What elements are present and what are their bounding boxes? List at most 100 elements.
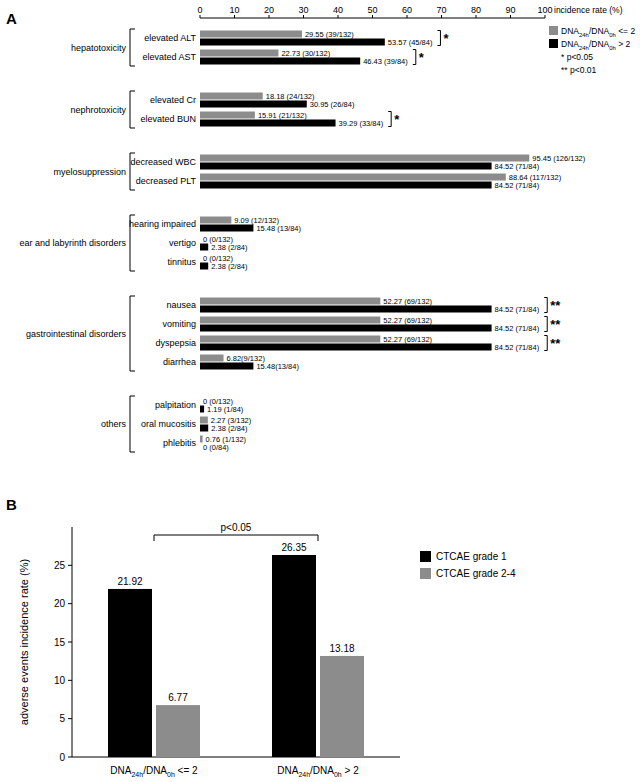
y-tick-label: 25 — [54, 560, 66, 571]
data-label: 15.48 (13/84) — [256, 224, 301, 233]
panel-label: A — [6, 10, 17, 27]
bar — [156, 705, 200, 757]
group-label: ear and labyrinth disorders — [19, 238, 126, 248]
category-label: oral mucositis — [141, 419, 197, 429]
legend-label: DNA24h/DNA0h <= 2 — [561, 26, 635, 38]
x-tick-label: 10 — [229, 5, 239, 15]
x-tick-label: 60 — [402, 5, 412, 15]
annotation: p<0.05 — [221, 522, 252, 533]
bar — [200, 436, 203, 443]
bar — [200, 182, 492, 189]
bar — [200, 406, 204, 413]
data-label: 0 (0/84) — [203, 443, 229, 452]
x-tick-label: 30 — [298, 5, 308, 15]
data-label: 84.52 (71/84) — [495, 343, 540, 352]
sig-marker: ** — [550, 317, 561, 332]
bar — [200, 298, 380, 305]
sig-bracket — [388, 112, 391, 127]
x-tick-label: 100 — [537, 5, 552, 15]
category-label: DNA24h/DNA0h > 2 — [277, 765, 359, 778]
y-tick — [68, 642, 72, 643]
bar — [200, 101, 307, 108]
text-part: 0h — [167, 771, 175, 778]
sig-bracket — [544, 336, 547, 351]
data-label: 46.43 (39/84) — [363, 57, 408, 66]
category-label: elevated Cr — [150, 95, 196, 105]
sig-bracket — [544, 298, 547, 313]
data-label: 84.52 (71/84) — [495, 181, 540, 190]
data-label: 15.48(13/84) — [256, 362, 299, 371]
bar — [200, 355, 224, 362]
bar — [200, 363, 253, 370]
x-tick-label: 40 — [333, 5, 343, 15]
sig-bracket — [437, 31, 440, 46]
group-bracket — [130, 296, 135, 371]
bar — [200, 31, 302, 38]
group-bracket — [130, 29, 135, 66]
legend-label: CTCAE grade 2-4 — [436, 568, 516, 579]
text-part: /DNA — [310, 765, 334, 776]
data-label: 15.91 (21/132) — [258, 111, 307, 120]
category-label: DNA24h/DNA0h <= 2 — [110, 765, 198, 778]
data-label: 52.27 (69/132) — [383, 297, 432, 306]
text-part: > 2 — [342, 765, 359, 776]
bar — [200, 155, 529, 162]
bar — [200, 174, 506, 181]
page: {"chart_data": [ {"type": "bar", "orient… — [0, 0, 640, 782]
bar — [200, 263, 208, 270]
data-label: 2.38 (2/84) — [211, 262, 248, 271]
category-label: diarrhea — [163, 357, 196, 367]
data-labels: 21.9226.356.7713.18 — [117, 542, 354, 703]
bar — [200, 398, 201, 405]
data-label: 21.92 — [117, 576, 142, 587]
bar — [200, 244, 208, 251]
y-tick — [68, 565, 72, 566]
bar — [200, 425, 208, 432]
bars — [108, 555, 364, 757]
sig-marker: * — [394, 112, 400, 127]
bar — [200, 217, 231, 224]
text-part: <= 2 — [616, 26, 636, 36]
data-label: 13.18 — [329, 643, 354, 654]
x-tick — [200, 15, 201, 18]
x-tick-label: 0 — [197, 5, 202, 15]
category-label: elevated BUN — [140, 114, 196, 124]
y-tick — [68, 718, 72, 719]
text-part: 24h — [579, 32, 589, 38]
data-label: 29.55 (39/132) — [305, 30, 354, 39]
x-tick-label: 70 — [436, 5, 446, 15]
legend-label: CTCAE grade 1 — [436, 551, 507, 562]
group-label: others — [101, 419, 127, 429]
category-label: vertigo — [169, 238, 196, 248]
x-tick — [372, 15, 373, 18]
bar — [200, 417, 208, 424]
y-tick — [68, 680, 72, 681]
data-label: 18.18 (24/132) — [266, 92, 315, 101]
figure: A0102030405060708090100incidence rate (%… — [0, 0, 640, 782]
sig-marker: ** — [550, 298, 561, 313]
bar — [200, 120, 336, 127]
legend-note: * p<0.05 — [561, 52, 593, 62]
legend-swatch — [420, 568, 431, 579]
y-tick-label: 10 — [54, 675, 66, 686]
text-part: > 2 — [616, 39, 631, 49]
category-label: decreased PLT — [136, 176, 197, 186]
group-bracket — [130, 91, 135, 128]
legend-swatch — [420, 551, 431, 562]
bar — [108, 589, 152, 757]
x-tick — [545, 15, 546, 18]
bar — [200, 306, 492, 313]
data-labels: 29.55 (39/132)22.73 (30/132)18.18 (24/13… — [203, 30, 586, 452]
text-part: /DNA — [589, 39, 610, 49]
x-tick-label: 20 — [264, 5, 274, 15]
group-bracket — [130, 396, 135, 452]
panel-label: B — [6, 496, 17, 513]
group-label: myelosuppression — [53, 167, 126, 177]
category-label: hearing impaired — [129, 219, 196, 229]
sig-bracket — [544, 317, 547, 332]
legend-label: DNA24h/DNA0h > 2 — [561, 39, 630, 51]
bar — [200, 39, 385, 46]
x-tick — [234, 15, 235, 18]
bar — [200, 444, 201, 451]
data-label: 6.77 — [168, 692, 188, 703]
